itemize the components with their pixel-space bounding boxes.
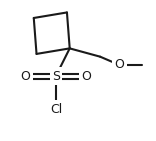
Text: O: O bbox=[21, 70, 30, 82]
Text: O: O bbox=[81, 70, 91, 82]
Text: S: S bbox=[52, 70, 60, 82]
Text: Cl: Cl bbox=[50, 103, 62, 116]
Text: O: O bbox=[115, 59, 124, 71]
